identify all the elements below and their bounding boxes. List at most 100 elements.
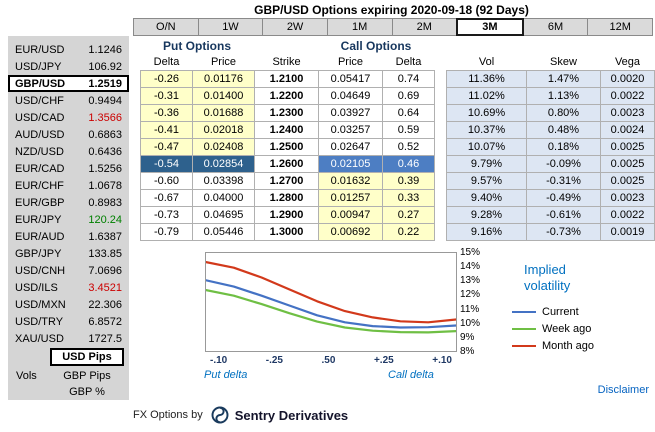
pair-rate: 1.6387 — [88, 230, 122, 243]
vega-cell: 0.0023 — [600, 188, 655, 207]
pair-rate: 120.24 — [88, 213, 122, 226]
pair-rate: 1.3566 — [88, 111, 122, 124]
call-delta-axis-label: Call delta — [388, 369, 434, 381]
pair-row-gbpjpy[interactable]: GBP/JPY 133.85 — [8, 245, 129, 262]
pair-row-gbpusd[interactable]: GBP/USD 1.2519 — [8, 75, 129, 92]
option-row-1.2800[interactable]: -0.67 0.04000 1.2800 0.01257 0.33 — [140, 188, 435, 207]
pair-row-eurchf[interactable]: EUR/CHF 1.0678 — [8, 177, 129, 194]
pair-rate: 3.4521 — [88, 281, 122, 294]
pair-row-usdils[interactable]: USD/ILS 3.4521 — [8, 279, 129, 296]
col-call-price: Price — [318, 55, 383, 70]
options-table-body: -0.26 0.01176 1.2100 0.05417 0.74 -0.31 0.0140… — [140, 69, 435, 241]
call-delta-cell: 0.22 — [382, 222, 435, 241]
tab-12m[interactable]: 12M — [587, 18, 653, 36]
vol-table: Vol Skew Vega 11.36% 1.47% 0.0020 11.02% 1.1… — [446, 55, 655, 241]
option-row-1.2600[interactable]: -0.54 0.02854 1.2600 0.02105 0.46 — [140, 154, 435, 173]
call-price-cell: 0.03927 — [318, 103, 383, 122]
skew-cell: -0.49% — [526, 188, 601, 207]
mode-gbp-percent[interactable]: GBP % — [69, 386, 105, 398]
pair-label: EUR/JPY — [15, 213, 62, 226]
y-tick-label: 12% — [460, 289, 481, 301]
y-tick-label: 13% — [460, 275, 481, 287]
pair-row-xauusd[interactable]: XAU/USD 1727.5 — [8, 330, 129, 347]
tab-3m[interactable]: 3M — [456, 18, 524, 36]
option-row-1.2200[interactable]: -0.31 0.01400 1.2200 0.04649 0.69 — [140, 86, 435, 105]
option-row-1.2400[interactable]: -0.41 0.02018 1.2400 0.03257 0.59 — [140, 120, 435, 139]
y-tick-label: 10% — [460, 317, 481, 329]
implied-vol-chart — [204, 252, 458, 352]
put-price-cell: 0.04000 — [192, 188, 255, 207]
pair-row-eurjpy[interactable]: EUR/JPY 120.24 — [8, 211, 129, 228]
pair-row-euraud[interactable]: EUR/AUD 1.6387 — [8, 228, 129, 245]
option-row-1.2500[interactable]: -0.47 0.02408 1.2500 0.02647 0.52 — [140, 137, 435, 156]
pair-rate: 1727.5 — [88, 332, 122, 345]
put-delta-cell: -0.60 — [140, 171, 193, 190]
vol-row-1.2600: 9.79% -0.09% 0.0025 — [446, 154, 655, 173]
y-tick-label: 14% — [460, 261, 481, 273]
pair-label: USD/CNH — [15, 264, 66, 277]
vol-cell: 9.79% — [446, 154, 527, 173]
option-row-1.2300[interactable]: -0.36 0.01688 1.2300 0.03927 0.64 — [140, 103, 435, 122]
call-options-header: Call Options — [340, 39, 412, 53]
pair-row-usdmxn[interactable]: USD/MXN 22.306 — [8, 296, 129, 313]
pair-row-usdchf[interactable]: USD/CHF 0.9494 — [8, 92, 129, 109]
pair-row-eurgbp[interactable]: EUR/GBP 0.8983 — [8, 194, 129, 211]
pair-list: EUR/USD 1.1246 USD/JPY 106.92 GBP/USD 1.2519 U… — [8, 41, 129, 347]
col-strike: Strike — [254, 55, 319, 70]
vol-row-1.2700: 9.57% -0.31% 0.0025 — [446, 171, 655, 190]
tab-1m[interactable]: 1M — [326, 18, 393, 36]
tab-1w[interactable]: 1W — [197, 18, 264, 36]
pair-row-eurusd[interactable]: EUR/USD 1.1246 — [8, 41, 129, 58]
chart-legend: Current Week ago Month ago — [512, 303, 594, 354]
call-delta-cell: 0.27 — [382, 205, 435, 224]
pair-label: USD/MXN — [15, 298, 66, 311]
call-price-cell: 0.02105 — [318, 154, 383, 173]
pair-row-usdcad[interactable]: USD/CAD 1.3566 — [8, 109, 129, 126]
options-table: Delta Price Strike Price Delta -0.26 0.01… — [140, 55, 435, 241]
mode-gbp-pips[interactable]: GBP Pips — [63, 370, 111, 382]
chart-x-axis: -.10 -.25 .50 +.25 +.10 — [205, 355, 457, 366]
pair-row-audusd[interactable]: AUD/USD 0.6863 — [8, 126, 129, 143]
x-tick-label: -.10 — [210, 355, 228, 366]
skew-cell: 1.47% — [526, 69, 601, 88]
disclaimer-link[interactable]: Disclaimer — [597, 384, 649, 396]
call-price-cell: 0.01257 — [318, 188, 383, 207]
option-row-1.2900[interactable]: -0.73 0.04695 1.2900 0.00947 0.27 — [140, 205, 435, 224]
vol-row-1.2900: 9.28% -0.61% 0.0022 — [446, 205, 655, 224]
call-price-cell: 0.01632 — [318, 171, 383, 190]
pair-rate: 6.8572 — [88, 315, 122, 328]
mode-usd-pips[interactable]: USD Pips — [50, 348, 124, 366]
option-row-1.2700[interactable]: -0.60 0.03398 1.2700 0.01632 0.39 — [140, 171, 435, 190]
vega-cell: 0.0024 — [600, 120, 655, 139]
put-price-cell: 0.05446 — [192, 222, 255, 241]
call-price-cell: 0.05417 — [318, 69, 383, 88]
y-tick-label: 8% — [460, 345, 475, 357]
pair-rate: 1.0678 — [88, 179, 122, 192]
call-delta-cell: 0.59 — [382, 120, 435, 139]
brand-name: Sentry Derivatives — [234, 407, 349, 423]
option-row-1.3000[interactable]: -0.79 0.05446 1.3000 0.00692 0.22 — [140, 222, 435, 241]
legend-line-swatch — [512, 344, 536, 347]
pair-row-usdjpy[interactable]: USD/JPY 106.92 — [8, 58, 129, 75]
put-delta-cell: -0.36 — [140, 103, 193, 122]
put-delta-cell: -0.67 — [140, 188, 193, 207]
put-price-cell: 0.01688 — [192, 103, 255, 122]
tab-2m[interactable]: 2M — [391, 18, 458, 36]
option-row-1.2100[interactable]: -0.26 0.01176 1.2100 0.05417 0.74 — [140, 69, 435, 88]
vol-cell: 11.02% — [446, 86, 527, 105]
vol-cell: 9.16% — [446, 222, 527, 241]
x-tick-label: .50 — [321, 355, 336, 366]
fx-options-by-label: FX Options by — [133, 409, 203, 421]
tab-on[interactable]: O/N — [133, 18, 199, 36]
skew-cell: 0.18% — [526, 137, 601, 156]
vol-header-row: Vol Skew Vega — [446, 55, 655, 70]
tab-6m[interactable]: 6M — [522, 18, 589, 36]
put-price-cell: 0.01400 — [192, 86, 255, 105]
put-delta-cell: -0.41 — [140, 120, 193, 139]
pair-row-eurcad[interactable]: EUR/CAD 1.5256 — [8, 160, 129, 177]
pair-row-nzdusd[interactable]: NZD/USD 0.6436 — [8, 143, 129, 160]
pair-row-usdcnh[interactable]: USD/CNH 7.0696 — [8, 262, 129, 279]
pair-row-usdtry[interactable]: USD/TRY 6.8572 — [8, 313, 129, 330]
tab-2w[interactable]: 2W — [262, 18, 328, 36]
strike-cell: 1.2100 — [254, 69, 319, 88]
